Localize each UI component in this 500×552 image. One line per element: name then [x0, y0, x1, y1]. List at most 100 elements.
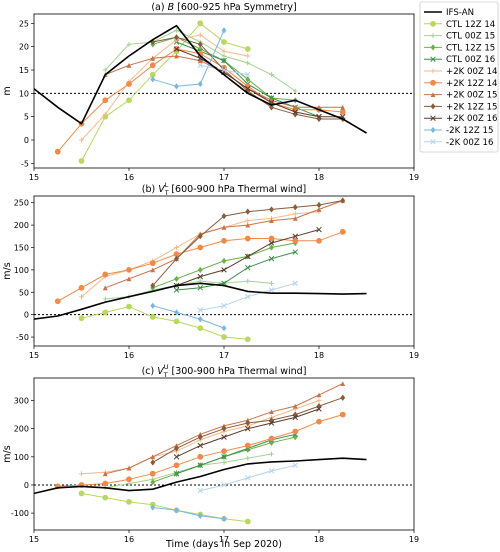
series--2k-12z-15-point [245, 208, 251, 215]
series-ctl-00z-16-point [197, 462, 204, 469]
series--2k-12z-15-point [221, 213, 227, 220]
series--2k-00z-16-point [221, 302, 227, 309]
legend--2k-12z-15-label: +2K 12Z 15 [446, 102, 498, 112]
series--2k-00z-15-point [292, 215, 298, 221]
series--2k-00z-16-point [221, 482, 227, 488]
series--2k-12z-15-point [174, 507, 179, 514]
legend-ctl-00z-16-marker [430, 56, 436, 62]
series--2k-00z-15-point [102, 471, 108, 477]
series-ctl-12z-14-point [126, 303, 132, 310]
series--2k-00z-14-point [316, 398, 322, 403]
x-tick-label: 19 [409, 535, 419, 544]
series--2k-12z-15-point [340, 394, 346, 401]
y-tick-label: -100 [11, 509, 29, 518]
series--2k-12z-14-point [126, 476, 132, 483]
legend-ctl-12z-15-marker [430, 44, 436, 51]
legend--2k-12z-15-label: -2K 12Z 15 [446, 126, 493, 136]
panel-b: (b) VTL [600-900 hPa Thermal wind] 15 16 17… [2, 181, 419, 360]
x-tick-label: 15 [29, 351, 39, 360]
legend-ctl-00z-16-label: CTL 00Z 16 [446, 55, 495, 65]
series--2k-00z-15-point [269, 409, 274, 415]
y-tick-label: 5 [24, 113, 29, 122]
series--2k-00z-15-point [150, 267, 156, 273]
y-tick-label: 0 [24, 136, 29, 145]
series-ctl-12z-14-point [126, 498, 132, 505]
series-ctl-00z-15-point [174, 27, 179, 33]
series--2k-12z-14-point [339, 411, 346, 418]
legend--2k-00z-14-label: +2K 00Z 14 [446, 67, 498, 77]
y-tick-label: 50 [19, 288, 29, 297]
series--2k-12z-14-point [78, 284, 85, 291]
series--2k-00z-16-point [221, 434, 227, 440]
legend--2k-12z-14-label: +2K 12Z 14 [446, 79, 498, 89]
x-tick-label: 17 [219, 535, 229, 544]
series--2k-12z-15-point [269, 104, 274, 111]
y-tick-label: 250 [14, 199, 29, 208]
series--2k-00z-16-point [268, 420, 275, 426]
y-tick-label: 200 [14, 425, 29, 434]
series--2k-12z-15-point [197, 512, 203, 520]
series--2k-12z-14-point [244, 442, 251, 449]
series--2k-00z-15-point [150, 454, 156, 460]
legend-ifs-an-label: IFS-AN [446, 8, 474, 18]
series--2k-00z-14-point [221, 48, 227, 54]
x-tick-label: 17 [219, 351, 229, 360]
legend--2k-00z-15-marker [430, 92, 436, 97]
series-ctl-00z-15-point [102, 67, 108, 73]
series--2k-00z-16-point [173, 454, 180, 460]
series-ctl-00z-15-point [102, 296, 108, 302]
series-ctl-00z-16-line [176, 251, 296, 291]
series-ctl-00z-15-point [269, 72, 274, 78]
series--2k-00z-15-point [197, 58, 203, 64]
series-ctl-12z-14-point [78, 315, 85, 322]
series--2k-12z-15-point [174, 34, 179, 41]
legend--2k-00z-15-label: +2K 00Z 15 [446, 91, 498, 101]
series--2k-00z-14-point [79, 471, 84, 477]
series-ctl-00z-15-point [221, 460, 227, 465]
series--2k-00z-16-point [316, 226, 322, 233]
series--2k-00z-14-point [79, 294, 84, 300]
legend-ctl-12z-14-label: CTL 12Z 14 [446, 20, 495, 30]
series--2k-00z-15-point [245, 222, 251, 228]
series--2k-12z-14-point [126, 266, 132, 273]
x-tick-label: 16 [124, 173, 134, 182]
series--2k-00z-14-point [102, 111, 108, 117]
panel-title: (b) VTL [600-900 hPa Thermal wind] [142, 181, 307, 197]
series--2k-12z-15-point [316, 201, 322, 209]
y-tick-label: 200 [14, 221, 29, 230]
series-ctl-12z-15-point [269, 244, 274, 251]
series-ctl-00z-15-point [245, 455, 251, 461]
series-group [34, 381, 367, 525]
x-tick-label: 16 [124, 351, 134, 360]
series--2k-12z-14-point [149, 470, 156, 477]
series--2k-00z-16-point [244, 475, 251, 481]
series--2k-00z-16-point [221, 67, 227, 73]
series-ctl-12z-14-point [126, 97, 132, 104]
series--2k-12z-15-point [292, 111, 298, 118]
legend--2k-12z-15-marker [430, 103, 436, 110]
series--2k-12z-14-point [149, 62, 156, 69]
series--2k-12z-14-point [197, 453, 204, 460]
series--2k-12z-15-point [174, 309, 179, 316]
series-group [34, 197, 367, 343]
series--2k-00z-16-point [244, 293, 251, 300]
series-ctl-12z-14-point [244, 46, 251, 52]
series-ctl-00z-15-point [292, 88, 298, 94]
series--2k-00z-16-point [197, 487, 204, 494]
series-ctl-12z-15-point [245, 76, 251, 83]
series--2k-12z-14-point [292, 237, 299, 244]
y-axis-label: m/s [2, 445, 13, 462]
series-ctl-00z-16-point [244, 264, 251, 271]
legend-box [419, 1, 499, 153]
series--2k-12z-14-point [221, 448, 227, 455]
series-ctl-00z-16-line [176, 433, 296, 475]
series--2k-12z-14-point [221, 237, 227, 244]
series--2k-00z-16-point [173, 46, 180, 52]
series--2k-00z-16-point [292, 109, 299, 115]
series-group [34, 20, 367, 164]
series--2k-12z-14-point [126, 81, 132, 87]
series--2k-12z-14-point [268, 235, 275, 242]
series--2k-00z-16-point [197, 62, 204, 69]
series--2k-12z-14-point [54, 298, 61, 305]
series--2k-12z-15-point [150, 282, 156, 289]
